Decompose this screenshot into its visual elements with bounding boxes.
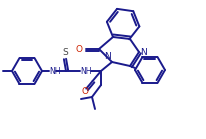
Text: N: N — [139, 48, 146, 56]
Text: N: N — [104, 52, 110, 61]
Text: O: O — [76, 44, 83, 54]
Text: O: O — [81, 87, 88, 96]
Text: NH: NH — [49, 66, 60, 75]
Text: S: S — [62, 48, 67, 57]
Text: NH: NH — [80, 66, 91, 75]
